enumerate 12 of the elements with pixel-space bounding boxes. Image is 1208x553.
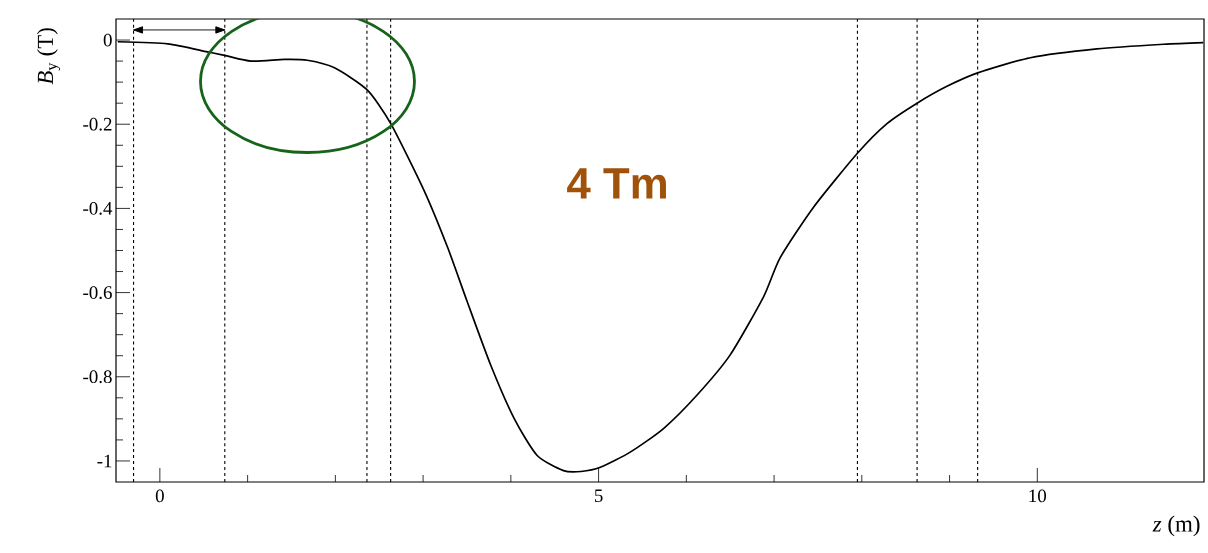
y-tick-label: -0.4 bbox=[83, 201, 113, 215]
y-tick-label: -1 bbox=[97, 454, 112, 468]
x-axis-title: z (m) bbox=[1152, 515, 1200, 537]
y-tick-label: -0.6 bbox=[83, 286, 112, 300]
x-tick-label: 5 bbox=[594, 489, 603, 503]
x-tick-label: 0 bbox=[155, 489, 164, 503]
y-tick-label: -0.8 bbox=[83, 370, 112, 384]
x-tick-label: 10 bbox=[1029, 489, 1047, 503]
y-axis-title: B$_{y}$ (T) bbox=[37, 28, 61, 85]
y-tick-label: 0 bbox=[103, 33, 112, 47]
annotation: 4 Tm bbox=[567, 168, 666, 199]
y-tick-label: -0.2 bbox=[83, 117, 112, 131]
